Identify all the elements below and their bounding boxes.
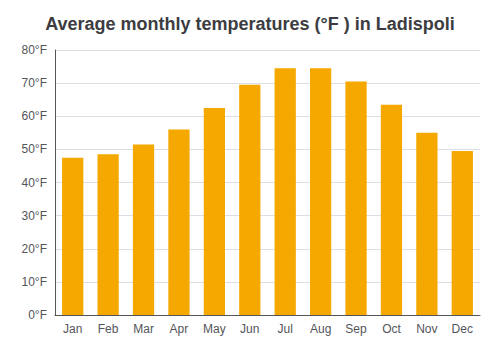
svg-text:Sep: Sep (345, 322, 367, 336)
svg-text:Average monthly temperatures (: Average monthly temperatures (°F ) in La… (45, 14, 455, 34)
svg-text:May: May (203, 322, 226, 336)
svg-text:Jun: Jun (240, 322, 259, 336)
svg-text:80°F: 80°F (22, 43, 47, 57)
svg-text:Oct: Oct (382, 322, 401, 336)
svg-text:Jul: Jul (278, 322, 293, 336)
svg-text:50°F: 50°F (22, 142, 47, 156)
svg-text:10°F: 10°F (22, 275, 47, 289)
svg-text:Aug: Aug (310, 322, 331, 336)
svg-text:30°F: 30°F (22, 209, 47, 223)
svg-text:60°F: 60°F (22, 109, 47, 123)
svg-text:Mar: Mar (133, 322, 154, 336)
svg-text:0°F: 0°F (28, 308, 47, 322)
svg-text:40°F: 40°F (22, 176, 47, 190)
svg-text:Dec: Dec (452, 322, 473, 336)
svg-text:20°F: 20°F (22, 242, 47, 256)
svg-text:70°F: 70°F (22, 76, 47, 90)
svg-text:Nov: Nov (416, 322, 437, 336)
svg-text:Jan: Jan (63, 322, 82, 336)
svg-text:Feb: Feb (98, 322, 119, 336)
svg-text:Apr: Apr (170, 322, 189, 336)
